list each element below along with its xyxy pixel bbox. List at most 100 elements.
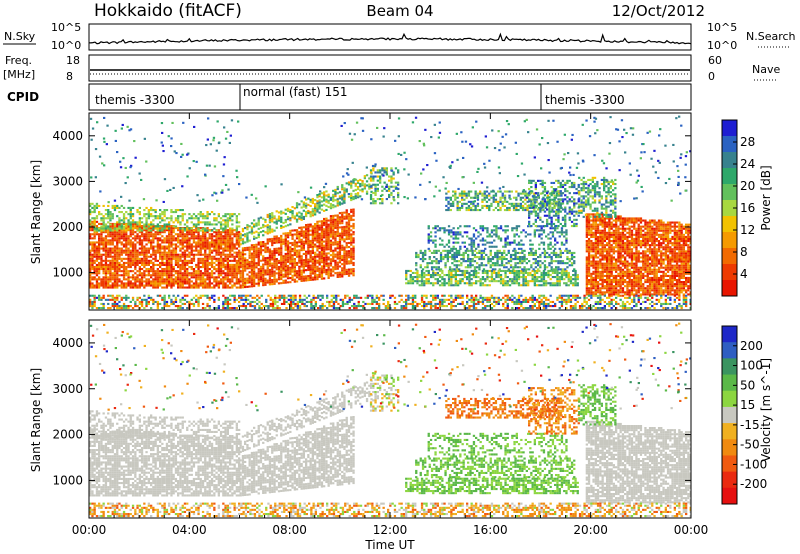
heatmap-cell — [527, 233, 530, 236]
heatmap-cell — [161, 217, 164, 220]
heatmap-cell — [238, 225, 241, 228]
heatmap-cell — [150, 223, 153, 226]
heatmap-cell — [552, 268, 556, 271]
heatmap-cell — [323, 222, 326, 225]
heatmap-cell — [215, 284, 218, 287]
heatmap-cell — [131, 206, 135, 209]
heatmap-cell — [224, 255, 227, 258]
heatmap-cell — [143, 225, 146, 228]
heatmap-cell — [531, 280, 534, 283]
heatmap-cell — [131, 245, 135, 248]
heatmap-cell — [518, 266, 522, 269]
heatmap-cell — [300, 249, 303, 252]
heatmap-cell — [161, 276, 164, 279]
heatmap-cell — [122, 221, 126, 224]
heatmap-cell — [350, 239, 353, 242]
heatmap-cell — [206, 223, 209, 226]
heatmap-cell — [186, 270, 189, 273]
heatmap-cell — [138, 217, 141, 220]
heatmap-cell — [318, 267, 321, 270]
heatmap-cell — [421, 251, 425, 254]
heatmap-cell — [298, 237, 301, 240]
heatmap-cell — [479, 225, 482, 228]
heatmap-cell — [293, 217, 296, 220]
heatmap-cell — [421, 256, 425, 259]
heatmap-cell — [302, 248, 305, 251]
heatmap-cell — [104, 251, 108, 254]
heatmap-cell — [239, 278, 242, 281]
heatmap-cell — [320, 222, 324, 225]
heatmap-cell — [238, 255, 241, 258]
heatmap-cell — [168, 251, 171, 254]
heatmap-cell — [91, 255, 94, 258]
heatmap-cell — [98, 268, 101, 271]
heatmap-cell — [107, 249, 110, 252]
heatmap-cell — [246, 232, 249, 235]
heatmap-cell — [129, 243, 132, 246]
heatmap-cell — [190, 233, 193, 236]
heatmap-cell — [266, 261, 269, 264]
heatmap-cell — [445, 198, 448, 201]
heatmap-cell — [305, 228, 308, 231]
heatmap-cell — [501, 196, 504, 199]
heatmap-cell — [327, 237, 330, 240]
heatmap-cell — [280, 282, 283, 285]
heatmap-cell — [334, 220, 337, 223]
heatmap-cell — [291, 214, 294, 217]
heatmap-cell — [277, 239, 281, 242]
heatmap-cell — [372, 177, 375, 180]
heatmap-cell — [217, 257, 220, 260]
heatmap-cell — [255, 224, 258, 227]
heatmap-cell — [116, 235, 119, 238]
heatmap-cell — [275, 210, 278, 213]
heatmap-cell — [204, 237, 207, 240]
heatmap-cell — [226, 261, 229, 264]
heatmap-cell — [159, 253, 162, 256]
heatmap-cell — [309, 241, 312, 244]
heatmap-cell — [286, 264, 290, 267]
heatmap-cell — [514, 264, 517, 267]
heatmap-cell — [520, 247, 523, 250]
heatmap-cell — [432, 269, 435, 272]
heatmap-cell — [122, 251, 126, 254]
heatmap-cell — [318, 261, 321, 264]
heatmap-cell — [325, 225, 328, 228]
heatmap-cell — [447, 229, 451, 232]
heatmap-cell — [334, 241, 337, 244]
heatmap-cell — [341, 186, 344, 189]
heatmap-cell — [226, 270, 229, 273]
heatmap-cell — [177, 235, 180, 238]
heatmap-cell — [318, 236, 321, 239]
heatmap-cell — [307, 246, 310, 249]
heatmap-cell — [530, 204, 533, 207]
heatmap-cell — [116, 233, 119, 236]
heatmap-cell — [329, 260, 333, 263]
heatmap-cell — [226, 239, 229, 242]
heatmap-cell — [314, 259, 317, 262]
heatmap-cell — [109, 247, 112, 250]
heatmap-cell — [116, 227, 119, 230]
heatmap-cell — [188, 247, 191, 250]
heatmap-cell — [300, 214, 303, 217]
heatmap-cell — [280, 257, 283, 260]
heatmap-cell — [343, 269, 346, 272]
heatmap-cell — [499, 227, 503, 230]
heatmap-cell — [284, 244, 287, 247]
heatmap-cell — [262, 269, 265, 272]
heatmap-cell — [122, 213, 126, 216]
heatmap-cell — [329, 205, 333, 208]
heatmap-cell — [238, 286, 241, 289]
heatmap-cell — [515, 280, 518, 283]
heatmap-cell — [219, 223, 223, 226]
heatmap-cell — [441, 239, 444, 242]
heatmap-cell — [163, 245, 166, 248]
heatmap-cell — [138, 206, 141, 209]
heatmap-cell — [165, 223, 169, 226]
heatmap-cell — [131, 282, 135, 285]
heatmap-cell — [448, 251, 452, 254]
heatmap-cell — [235, 239, 238, 242]
heatmap-cell — [334, 237, 337, 240]
heatmap-cell — [543, 266, 547, 269]
heatmap-cell — [565, 274, 568, 277]
heatmap-cell — [125, 243, 128, 246]
